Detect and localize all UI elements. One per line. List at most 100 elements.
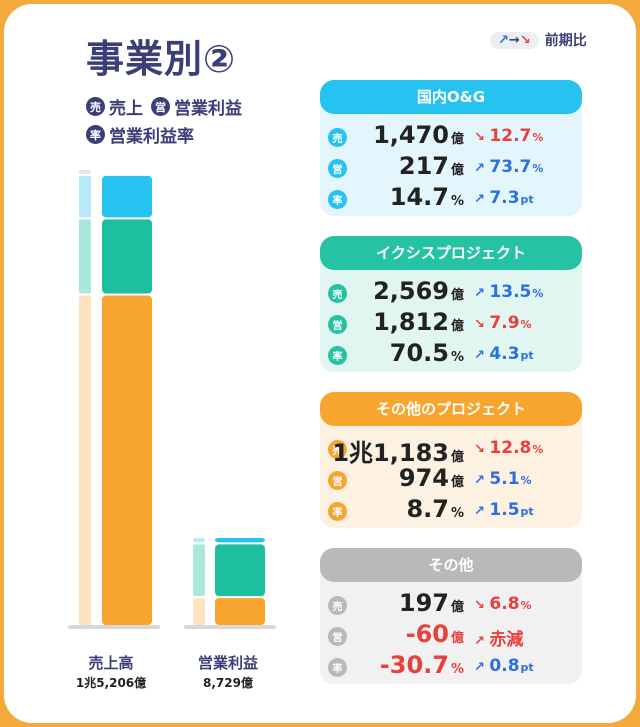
bar-thin-segment bbox=[79, 170, 91, 174]
metric-badge: 売 bbox=[328, 596, 347, 615]
change-legend-label: 前期比 bbox=[544, 33, 587, 49]
metric-value: 1,812 億 bbox=[373, 308, 464, 336]
segment-card: その他のプロジェクト売 1兆1,183 億 ↘ 12.8% 営 974 億 ↗ 5.1% 率 8.… bbox=[320, 392, 582, 528]
arrow-up-icon: ↗ bbox=[474, 286, 490, 301]
arrow-up-icon: ↗ bbox=[474, 473, 490, 488]
x-total-sales: 1兆5,206億 bbox=[75, 676, 147, 690]
arrow-up-icon: ↗ bbox=[474, 504, 490, 519]
metric-row: 売 1,470 億 ↘ 12.7% bbox=[320, 121, 582, 153]
bar-thin-segment bbox=[193, 537, 205, 543]
metric-change: ↘ 7.9% bbox=[474, 313, 532, 333]
metric-value: 197 億 bbox=[398, 589, 464, 617]
rate-badge: 率 bbox=[86, 125, 105, 144]
bar-thin-segment bbox=[79, 219, 91, 294]
arrow-down-icon: ↘ bbox=[474, 442, 490, 457]
metric-badge: 率 bbox=[328, 502, 347, 521]
metric-badge: 売 bbox=[328, 128, 347, 147]
segment-title: その他 bbox=[320, 548, 582, 582]
x-label-sales: 売上高 bbox=[88, 654, 134, 672]
segment-card: 国内O&G 売 1,470 億 ↘ 12.7% 営 217 億 ↗ 73.7% 率 14.7% ↗ 7… bbox=[320, 80, 582, 216]
metric-row: 売 1兆1,183 億 ↘ 12.8% bbox=[320, 435, 582, 467]
metric-row: 営 1,812 億 ↘ 7.9% bbox=[320, 308, 582, 340]
rate-legend-label: 営業利益率 bbox=[109, 127, 194, 147]
arrow-up-icon: ↗ bbox=[474, 634, 490, 649]
stacked-bar-chart bbox=[68, 170, 276, 629]
arrow-down-icon: ↘ bbox=[474, 130, 490, 145]
baseline-op bbox=[184, 625, 276, 629]
arrow-down-icon: ↘ bbox=[474, 317, 490, 332]
metric-row: 営 974 億 ↗ 5.1% bbox=[320, 464, 582, 496]
metric-row: 営 -60 億 ↗ 赤減 bbox=[320, 620, 582, 652]
bar-segment bbox=[215, 598, 265, 625]
metric-value: 974 億 bbox=[398, 464, 464, 492]
metric-change: ↘ 12.7% bbox=[474, 126, 544, 146]
metric-badge: 売 bbox=[328, 440, 347, 459]
metric-row: 営 217 億 ↗ 73.7% bbox=[320, 152, 582, 184]
segment-card: イクシスプロジェクト売 2,569 億 ↗ 13.5% 営 1,812 億 ↘ 7.9% 率 70… bbox=[320, 236, 582, 372]
metric-badge: 営 bbox=[328, 627, 347, 646]
metric-badge: 営 bbox=[328, 159, 347, 178]
metric-change: ↗ 7.3pt bbox=[474, 188, 534, 208]
metric-value: 8.7% bbox=[406, 495, 464, 523]
change-arrows-icon: ↗→↘ bbox=[490, 31, 539, 49]
x-total-op: 8,729億 bbox=[203, 676, 253, 690]
metric-change: ↗ 73.7% bbox=[474, 157, 544, 177]
metric-row: 率 8.7% ↗ 1.5pt bbox=[320, 495, 582, 527]
x-label-op: 営業利益 bbox=[197, 654, 258, 672]
metric-change: ↗ 1.5pt bbox=[474, 500, 534, 520]
op-badge: 営 bbox=[151, 97, 170, 116]
metric-change: ↗ 赤減 bbox=[474, 630, 524, 650]
change-legend: ↗→↘ 前期比 bbox=[490, 30, 587, 50]
metric-value: 1兆1,183 億 bbox=[332, 439, 464, 467]
baseline-sales bbox=[68, 625, 160, 629]
bar-thin-segment bbox=[79, 295, 91, 625]
metric-badge: 率 bbox=[328, 658, 347, 677]
arrow-up-icon: ↗ bbox=[474, 660, 490, 675]
arrow-up-icon: ↗ bbox=[474, 348, 490, 363]
metric-value: 1,470 億 bbox=[373, 121, 464, 149]
metric-change: ↗ 5.1% bbox=[474, 469, 532, 489]
metric-value: 14.7% bbox=[389, 183, 464, 211]
metric-row: 率 70.5% ↗ 4.3pt bbox=[320, 339, 582, 371]
metric-badge: 率 bbox=[328, 190, 347, 209]
metric-badge: 営 bbox=[328, 471, 347, 490]
page-title: 事業別② bbox=[86, 37, 237, 81]
bar-segment bbox=[102, 175, 152, 218]
metric-row: 率 14.7% ↗ 7.3pt bbox=[320, 183, 582, 215]
sales-badge: 売 bbox=[86, 97, 105, 116]
metric-badge: 営 bbox=[328, 315, 347, 334]
segment-title: その他のプロジェクト bbox=[320, 392, 582, 426]
segment-card: その他売 197 億 ↘ 6.8% 営 -60 億 ↗ 赤減率 -30.7% ↗ 0.8pt bbox=[320, 548, 582, 684]
bar-thin-segment bbox=[193, 598, 205, 625]
bar-thin-segment bbox=[193, 544, 205, 597]
sales-legend-label: 売上 bbox=[109, 99, 143, 119]
op-legend-label: 営業利益 bbox=[174, 99, 242, 119]
metric-change: ↘ 6.8% bbox=[474, 594, 532, 614]
metric-row: 売 197 億 ↘ 6.8% bbox=[320, 589, 582, 621]
bar-segment bbox=[102, 295, 152, 625]
bar-segment bbox=[215, 544, 265, 597]
metric-change: ↗ 0.8pt bbox=[474, 656, 534, 676]
metric-value: -60 億 bbox=[405, 620, 464, 648]
segment-title: イクシスプロジェクト bbox=[320, 236, 582, 270]
metric-change: ↗ 13.5% bbox=[474, 282, 544, 302]
metric-value: 2,569 億 bbox=[373, 277, 464, 305]
segment-title: 国内O&G bbox=[320, 80, 582, 114]
bar-thin-segment bbox=[79, 175, 91, 218]
bar-segment bbox=[102, 219, 152, 294]
metric-badge: 売 bbox=[328, 284, 347, 303]
bar-segment bbox=[215, 537, 265, 543]
metric-change: ↘ 12.8% bbox=[474, 438, 544, 458]
arrow-down-icon: ↘ bbox=[474, 598, 490, 613]
metric-row: 率 -30.7% ↗ 0.8pt bbox=[320, 651, 582, 683]
metric-value: 70.5% bbox=[389, 339, 464, 367]
legend-rate: 率 営業利益率 bbox=[86, 122, 194, 147]
metric-badge: 率 bbox=[328, 346, 347, 365]
legend-sales-op: 売 売上 営 営業利益 bbox=[86, 94, 242, 119]
metric-change: ↗ 4.3pt bbox=[474, 344, 534, 364]
arrow-up-icon: ↗ bbox=[474, 192, 490, 207]
arrow-up-icon: ↗ bbox=[474, 161, 490, 176]
metric-row: 売 2,569 億 ↗ 13.5% bbox=[320, 277, 582, 309]
metric-value: -30.7% bbox=[379, 651, 464, 679]
metric-value: 217 億 bbox=[398, 152, 464, 180]
